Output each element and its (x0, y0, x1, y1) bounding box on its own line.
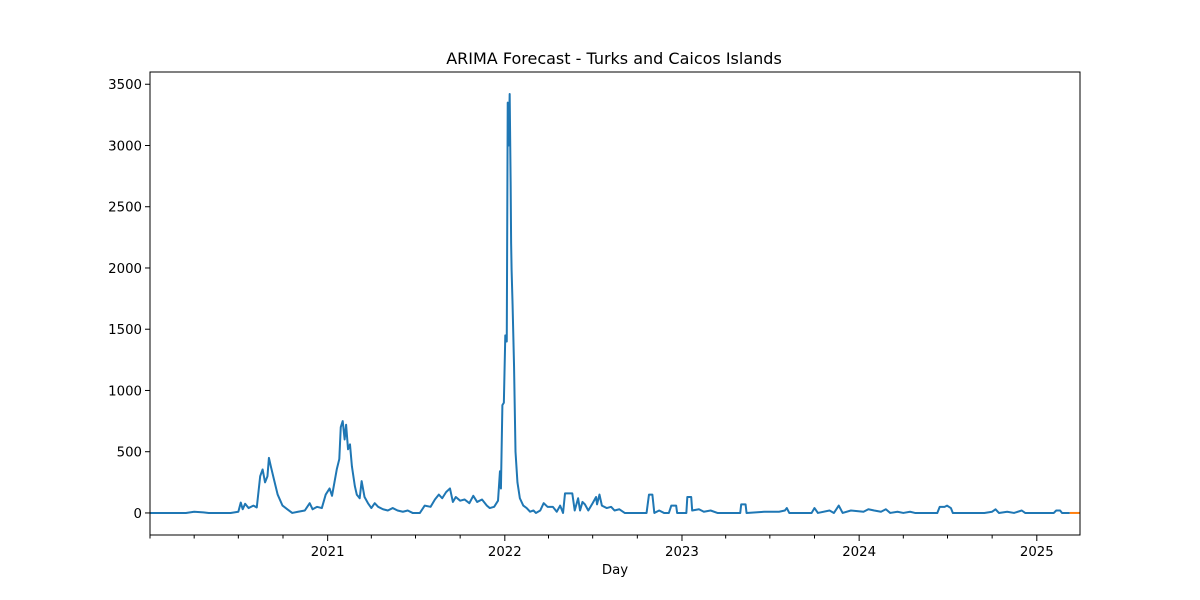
series-line-0 (150, 93, 1070, 514)
x-axis-label: Day (602, 563, 628, 578)
y-tick-label-2: 1000 (108, 384, 142, 399)
y-tick-label-4: 2000 (108, 262, 142, 277)
x-tick-label-2: 2023 (665, 545, 699, 560)
x-tick-label-3: 2024 (842, 545, 876, 560)
y-tick-label-0: 0 (134, 507, 142, 522)
y-tick-label-7: 3500 (108, 78, 142, 93)
x-tick-label-1: 2022 (488, 545, 522, 560)
plot-frame (149, 71, 1081, 536)
x-tick-label-0: 2021 (311, 545, 345, 560)
y-tick-label-3: 1500 (108, 323, 142, 338)
x-tick-label-4: 2025 (1020, 545, 1054, 560)
y-tick-label-6: 3000 (108, 139, 142, 154)
y-tick-label-5: 2500 (108, 201, 142, 216)
chart-title: ARIMA Forecast - Turks and Caicos Island… (446, 49, 782, 68)
y-tick-label-1: 500 (117, 446, 142, 461)
